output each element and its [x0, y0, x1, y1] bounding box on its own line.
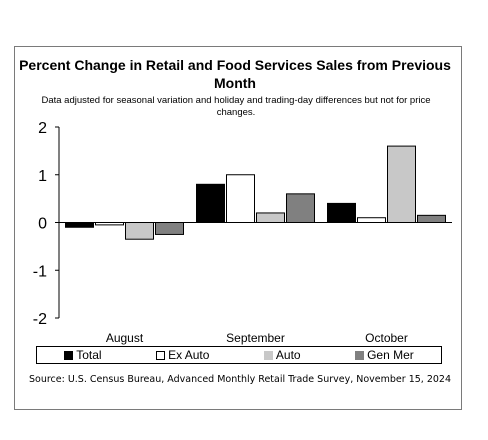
legend-label: Ex Auto [168, 348, 210, 362]
bar-total-august [65, 222, 94, 228]
legend-swatch [355, 350, 365, 360]
legend-swatch [156, 350, 166, 360]
chart-title: Percent Change in Retail and Food Servic… [19, 57, 451, 91]
y-tick-label: -2 [33, 311, 47, 328]
legend-swatch [64, 350, 74, 360]
chart-subtitle: Data adjusted for seasonal variation and… [41, 95, 431, 118]
legend-item-ex-auto: Ex Auto [156, 348, 209, 362]
y-tick-label: -1 [33, 263, 47, 280]
chart-frame [14, 46, 462, 410]
legend-item-total: Total [64, 348, 102, 362]
x-tick-label: October [365, 331, 408, 345]
legend-label: Gen Mer [367, 348, 414, 362]
x-tick-label: September [226, 331, 285, 345]
bar-gen-mer-august [155, 222, 184, 235]
x-tick-label: August [106, 331, 144, 345]
y-tick-label: 0 [38, 216, 47, 233]
y-tick-label: 1 [38, 168, 47, 185]
bar-ex-auto-september [226, 174, 255, 223]
bar-gen-mer-september [286, 193, 315, 224]
legend-label: Auto [275, 348, 301, 362]
legend-label: Total [76, 348, 102, 362]
bar-total-september [196, 183, 225, 224]
bar-auto-august [125, 222, 154, 240]
bar-total-october [327, 202, 356, 223]
legend-swatch [263, 350, 273, 360]
bar-auto-october [387, 145, 416, 224]
bar-ex-auto-october [357, 217, 386, 224]
y-tick-label: 2 [38, 120, 47, 137]
bar-gen-mer-october [417, 214, 446, 223]
legend: Total Ex Auto Auto Gen Mer [36, 346, 442, 364]
source-note: Source: U.S. Census Bureau, Advanced Mon… [28, 374, 452, 385]
legend-item-auto: Auto [263, 348, 301, 362]
legend-item-gen-mer: Gen Mer [355, 348, 414, 362]
bar-auto-september [256, 212, 285, 223]
